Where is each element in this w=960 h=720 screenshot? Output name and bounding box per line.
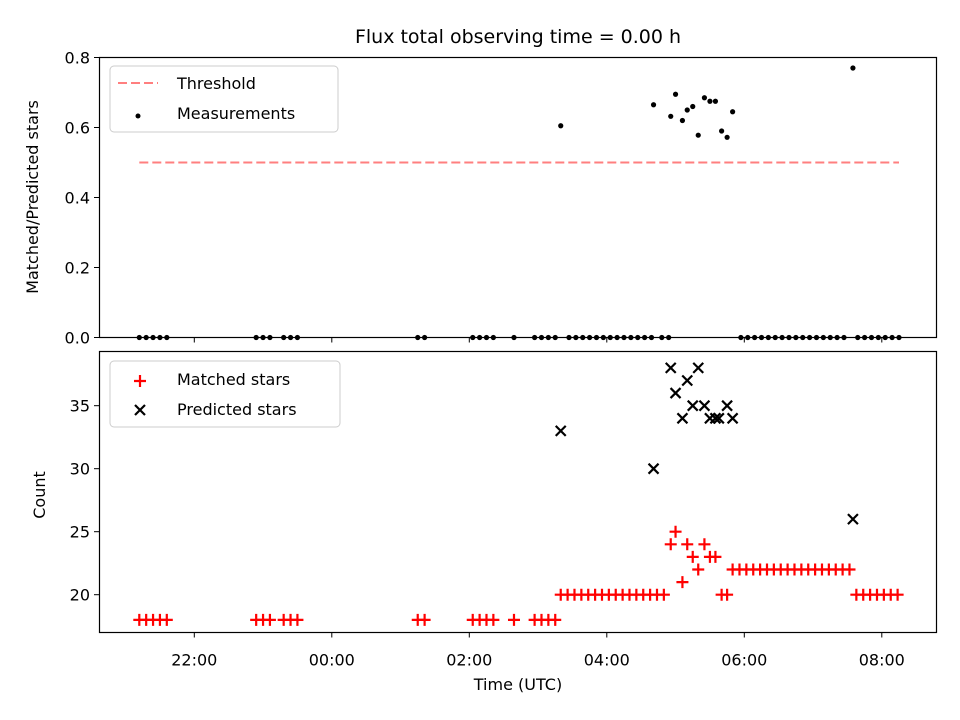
measurement-point — [719, 128, 725, 134]
matched-star-point — [676, 576, 689, 589]
measurement-point — [684, 107, 690, 113]
top-chart-title: Flux total observing time = 0.00 h — [355, 26, 681, 48]
predicted-star-point — [692, 362, 705, 374]
measurement-point — [695, 132, 701, 138]
x-tick-label: 02:00 — [446, 651, 492, 670]
matched-star-point — [669, 525, 682, 538]
predicted-star-point — [554, 425, 567, 437]
x-tick-label: 00:00 — [309, 651, 355, 670]
bottom-marks — [133, 362, 904, 626]
predicted-star-point — [676, 412, 689, 425]
matched-star-point — [291, 613, 304, 626]
measurement-point — [690, 103, 696, 110]
top-y-tick-label: 0.4 — [65, 189, 90, 208]
top-y-ticks: 0.0 0.2 0.4 0.6 0.8 — [65, 49, 100, 348]
matched-star-point — [698, 538, 711, 551]
matched-star-point — [709, 550, 722, 563]
matched-star-point — [487, 613, 500, 626]
matched-star-point — [681, 538, 694, 551]
x-tick-label: 08:00 — [859, 651, 905, 670]
top-y-tick-label: 0.8 — [65, 49, 90, 68]
predicted-star-point — [647, 462, 660, 475]
measurement-point — [650, 102, 657, 108]
predicted-star-point — [721, 399, 733, 412]
matched-star-point — [664, 538, 677, 551]
top-y-axis-label: Matched/Predicted stars — [23, 100, 42, 294]
matched-star-point — [418, 613, 431, 626]
matched-star-point — [891, 588, 904, 601]
matched-star-point — [507, 613, 520, 626]
measurement-point — [679, 117, 686, 124]
measurement-point — [668, 113, 674, 119]
matched-star-point — [721, 588, 734, 601]
bottom-y-tick-label: 25 — [70, 523, 90, 542]
top-marks — [136, 65, 902, 341]
measurement-point — [558, 123, 564, 129]
legend-measurements-swatch — [135, 113, 141, 119]
measurement-point — [707, 98, 713, 104]
measurement-point — [701, 95, 708, 101]
top-y-tick-label: 0.2 — [65, 259, 90, 278]
top-y-tick-label: 0.0 — [65, 329, 90, 348]
bottom-y-ticks: 20 25 30 35 — [70, 397, 100, 605]
legend-predicted-label: Predicted stars — [177, 400, 297, 419]
bottom-y-tick-label: 30 — [70, 460, 90, 479]
predicted-star-point — [847, 513, 859, 525]
bottom-y-tick-label: 35 — [70, 397, 90, 416]
top-panel: 0.00.20.40.60.8 Matched/Predicted stars … — [23, 49, 938, 348]
predicted-star-point — [698, 399, 711, 412]
predicted-star-point — [686, 399, 699, 412]
bottom-y-axis-label: Count — [30, 471, 49, 519]
measurement-point — [730, 109, 736, 115]
matched-star-point — [160, 613, 173, 626]
matched-star-point — [843, 563, 856, 576]
bottom-legend-box — [109, 360, 341, 428]
top-legend-box — [109, 65, 339, 133]
matched-star-point — [657, 588, 670, 601]
bottom-y-tick-label: 20 — [70, 586, 90, 605]
legend-measurements-label: Measurements — [177, 104, 295, 123]
legend-matched-label: Matched stars — [177, 370, 290, 389]
top-legend: Threshold Measurements — [109, 65, 339, 133]
matched-star-point — [692, 563, 705, 576]
bottom-legend: Matched stars Predicted stars — [109, 360, 341, 428]
x-tick-label: 22:00 — [171, 651, 217, 670]
matched-star-point — [686, 550, 699, 563]
top-y-tick-label: 0.6 — [65, 119, 90, 138]
predicted-star-point — [726, 412, 739, 425]
legend-matched-swatch — [134, 375, 146, 387]
predicted-star-point — [669, 387, 682, 399]
x-axis-label: Time (UTC) — [473, 675, 562, 694]
legend-threshold-label: Threshold — [176, 74, 256, 93]
measurement-point — [672, 91, 679, 97]
x-tick-label: 04:00 — [584, 651, 630, 670]
measurement-point — [724, 134, 730, 140]
measurement-point — [850, 65, 856, 71]
top-x-ticks — [193, 337, 883, 343]
bottom-x-ticks: 22:00 00:00 02:00 04:00 06:00 08:00 — [171, 632, 905, 670]
x-tick-label: 06:00 — [721, 651, 767, 670]
legend-predicted-swatch — [134, 404, 146, 416]
bottom-axes-frame — [98, 350, 938, 634]
measurement-point — [712, 98, 719, 104]
predicted-star-point — [713, 412, 725, 425]
predicted-star-point — [681, 374, 694, 387]
predicted-star-point — [709, 412, 722, 425]
matched-star-point — [549, 613, 562, 626]
matched-star-point — [263, 613, 276, 626]
predicted-star-point — [664, 362, 677, 374]
